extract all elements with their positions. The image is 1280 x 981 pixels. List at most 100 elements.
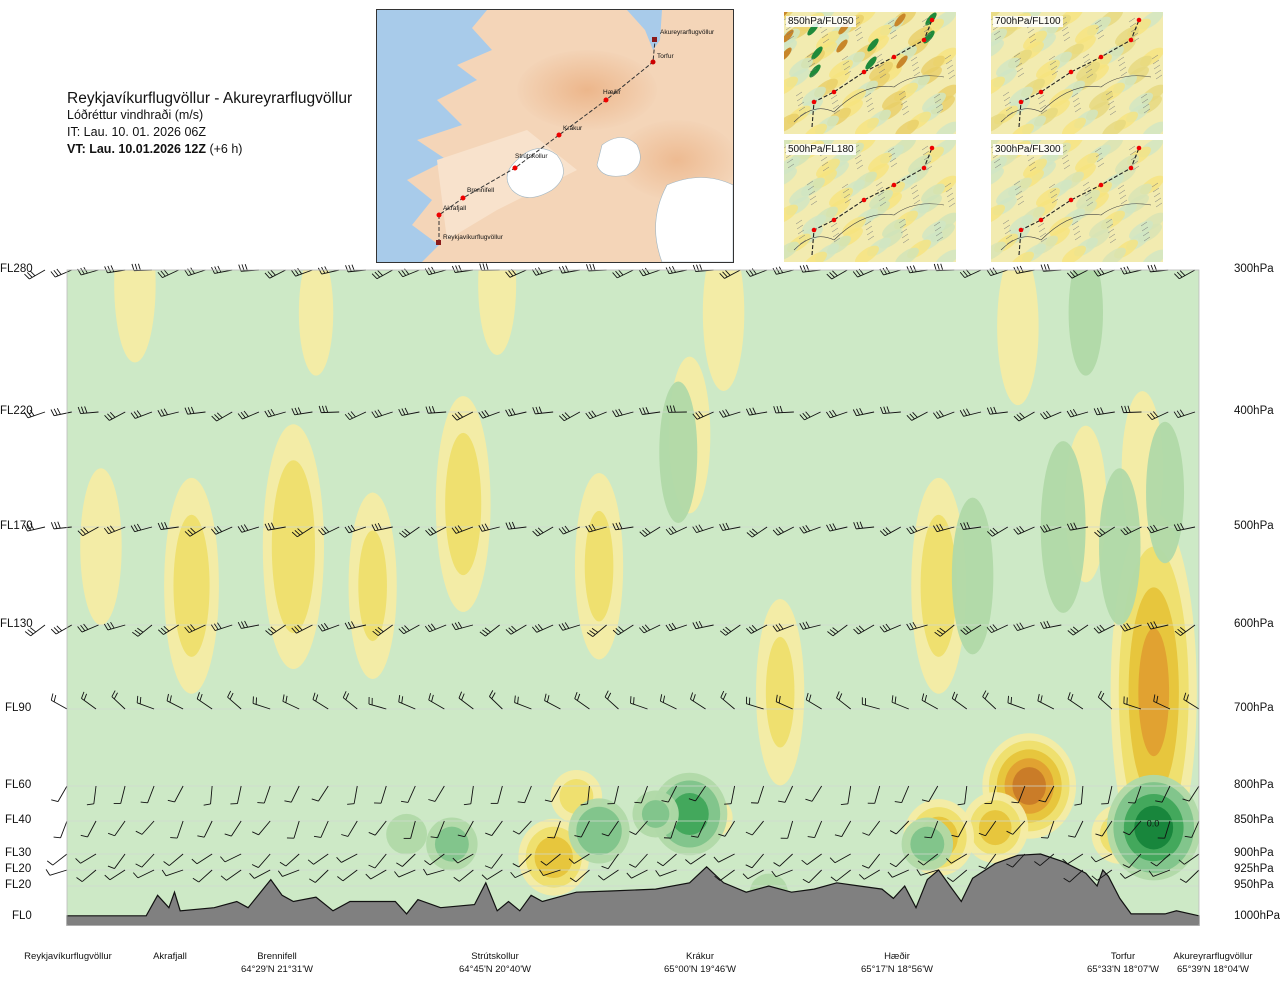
wind-barb <box>960 521 982 530</box>
waypoint-name: Hæðir <box>884 951 910 962</box>
wind-barb <box>661 785 677 803</box>
wind-barb <box>692 410 714 420</box>
flight-level-label: FL220 <box>0 405 33 417</box>
wind-barb <box>861 697 880 710</box>
velocity-cell <box>1146 421 1185 564</box>
wind-barb <box>799 411 821 421</box>
wind-barb <box>771 869 793 878</box>
wind-barb <box>558 411 581 422</box>
wind-barb <box>921 693 938 710</box>
map-label-haedir: Hæðir <box>603 88 622 96</box>
wind-barb <box>396 853 416 867</box>
wind-barb <box>505 624 527 635</box>
wind-barb <box>827 624 848 637</box>
vertical-velocity-cross-section: 0.0 <box>23 263 1200 926</box>
wind-barb <box>50 624 72 635</box>
wind-barb <box>161 869 184 877</box>
wind-barb <box>111 690 126 710</box>
wind-barb <box>50 268 72 278</box>
wind-barb <box>1090 853 1113 863</box>
wind-barb <box>852 407 875 417</box>
velocity-contour <box>445 432 482 576</box>
wind-barb <box>655 869 677 877</box>
wind-barb <box>826 523 848 532</box>
wind-barb <box>490 785 503 804</box>
wind-barb <box>1148 869 1171 877</box>
wind-barb <box>547 820 561 839</box>
wind-barb <box>50 407 72 417</box>
velocity-cell <box>262 424 324 669</box>
velocity-cell <box>1068 270 1103 376</box>
wind-barb <box>906 525 928 535</box>
wind-barb <box>1063 869 1084 883</box>
wind-barb <box>1173 409 1196 418</box>
wind-barb <box>569 869 590 883</box>
wind-barb <box>853 624 875 635</box>
wind-barb <box>1128 785 1142 804</box>
pressure-level-label: 925hPa <box>1234 863 1274 875</box>
wind-barb <box>277 869 300 877</box>
wind-barb <box>713 853 735 863</box>
velocity-cell <box>1099 468 1141 625</box>
wind-barb <box>887 869 909 878</box>
wind-barb <box>773 405 794 414</box>
wind-barb <box>978 820 997 837</box>
wind-barb <box>265 624 286 636</box>
wind-barb <box>309 869 329 883</box>
velocity-cell <box>951 497 994 655</box>
wind-barb <box>1178 853 1200 865</box>
wind-barb <box>746 624 768 634</box>
flight-level-label: FL280 <box>0 263 33 275</box>
wind-barb <box>558 622 581 631</box>
wind-barb <box>1040 620 1062 629</box>
wind-barb <box>53 820 68 839</box>
wind-barb <box>1120 526 1142 536</box>
wind-barb <box>371 409 393 418</box>
wind-barb <box>544 785 561 803</box>
wind-barb <box>510 869 532 879</box>
wind-barb <box>264 408 286 418</box>
wind-barb <box>933 410 955 419</box>
terrain-profile <box>66 853 1200 926</box>
valid-time-line: VT: Lau. 10.01.2026 12Z (+6 h) <box>67 141 352 158</box>
wind-barb <box>916 869 938 876</box>
flight-level-label: FL130 <box>0 618 33 630</box>
wind-barbs <box>23 263 1200 884</box>
velocity-contour <box>920 514 957 657</box>
wind-barb <box>514 695 532 710</box>
wind-barb <box>745 696 764 710</box>
wind-barb <box>103 621 126 631</box>
wind-barb <box>452 853 474 864</box>
wind-barb <box>959 269 982 279</box>
wind-barb <box>220 853 242 863</box>
wind-barb <box>666 405 687 413</box>
wind-barb <box>745 268 768 277</box>
velocity-contour <box>951 497 994 655</box>
wind-barb <box>157 408 179 417</box>
wind-barb <box>365 869 387 880</box>
wind-barb <box>227 690 242 710</box>
wind-barb <box>131 263 152 272</box>
wind-barb <box>826 409 848 419</box>
wind-barb <box>457 820 474 838</box>
pressure-level-label: 950hPa <box>1234 879 1274 891</box>
wind-barb <box>368 853 387 869</box>
waypoint-name: Reykjavíkurflugvöllur <box>24 951 112 962</box>
issue-time: IT: Lau. 10. 01. 2026 06Z <box>67 125 206 139</box>
wind-barb <box>719 624 741 636</box>
wind-barb <box>77 526 99 537</box>
waypoint-label: Strútskollur 64°45'N 20°40'W <box>459 950 531 976</box>
wind-barb <box>586 624 607 637</box>
wind-barb <box>1013 525 1035 535</box>
wind-barb <box>634 785 648 804</box>
mini-map-700-graphic <box>991 12 1163 134</box>
velocity-cell <box>80 468 122 625</box>
mini-map-700: 700hPa/FL100 <box>991 12 1163 134</box>
wind-barb <box>1040 820 1055 839</box>
wind-barb <box>344 524 367 534</box>
wind-barb <box>639 624 661 634</box>
wind-barb <box>24 624 46 637</box>
wind-barb <box>574 691 590 710</box>
pressure-level-label: 700hPa <box>1234 702 1274 714</box>
valid-time: VT: Lau. 10.01.2026 12Z <box>67 142 206 156</box>
